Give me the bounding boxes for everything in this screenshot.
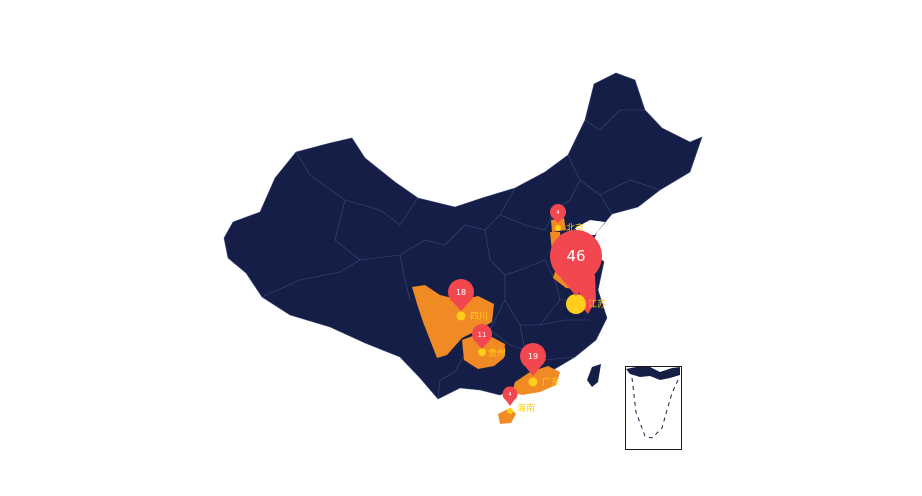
province-borders: [261, 109, 661, 400]
pins: 46 18 11 19 4 4: [448, 204, 602, 406]
south-china-sea-inset: [625, 366, 682, 450]
pin-value-jiangsu: 46: [566, 247, 585, 265]
taiwan-shape: [587, 364, 601, 387]
pin-value-sichuan: 18: [456, 288, 466, 297]
pin-value-hainan: 4: [508, 392, 511, 398]
mainland-shape: [223, 72, 703, 400]
inset-frame: [625, 366, 682, 450]
label-guangdong: 广东: [542, 376, 560, 388]
scatter-guangdong[interactable]: [528, 377, 538, 387]
pin-hainan[interactable]: 4: [502, 386, 518, 407]
pin-value-guizhou: 11: [478, 331, 487, 339]
region-hainan[interactable]: [498, 408, 516, 424]
label-guizhou: 贵州: [488, 347, 506, 359]
pin-beijing[interactable]: 4: [550, 204, 566, 223]
pin-guangdong[interactable]: 19: [520, 343, 546, 376]
scatter-jiangsu[interactable]: [566, 294, 586, 314]
scatter-sichuan[interactable]: [456, 311, 466, 321]
region-beijing[interactable]: [551, 218, 566, 232]
scatter-guizhou[interactable]: [478, 348, 486, 356]
region-labels: 北京 江苏 四川 贵州 广东 海南: [470, 222, 606, 414]
pin-jiangsu[interactable]: 46: [550, 230, 602, 296]
scatter-points: [456, 225, 586, 414]
label-sichuan: 四川: [470, 312, 488, 322]
pin-sichuan[interactable]: 18: [448, 279, 474, 311]
inset-dashed-line: [631, 377, 679, 439]
scatter-hainan[interactable]: [507, 408, 513, 414]
region-sichuan[interactable]: [412, 285, 494, 358]
scatter-beijing[interactable]: [555, 225, 561, 231]
label-jiangsu: 江苏: [588, 298, 606, 310]
pin-value-guangdong: 19: [528, 352, 538, 361]
inset-landmass: [626, 367, 680, 380]
label-hainan: 海南: [517, 402, 535, 414]
pin-guizhou[interactable]: 11: [472, 324, 492, 349]
pin-value-beijing: 4: [556, 210, 559, 216]
